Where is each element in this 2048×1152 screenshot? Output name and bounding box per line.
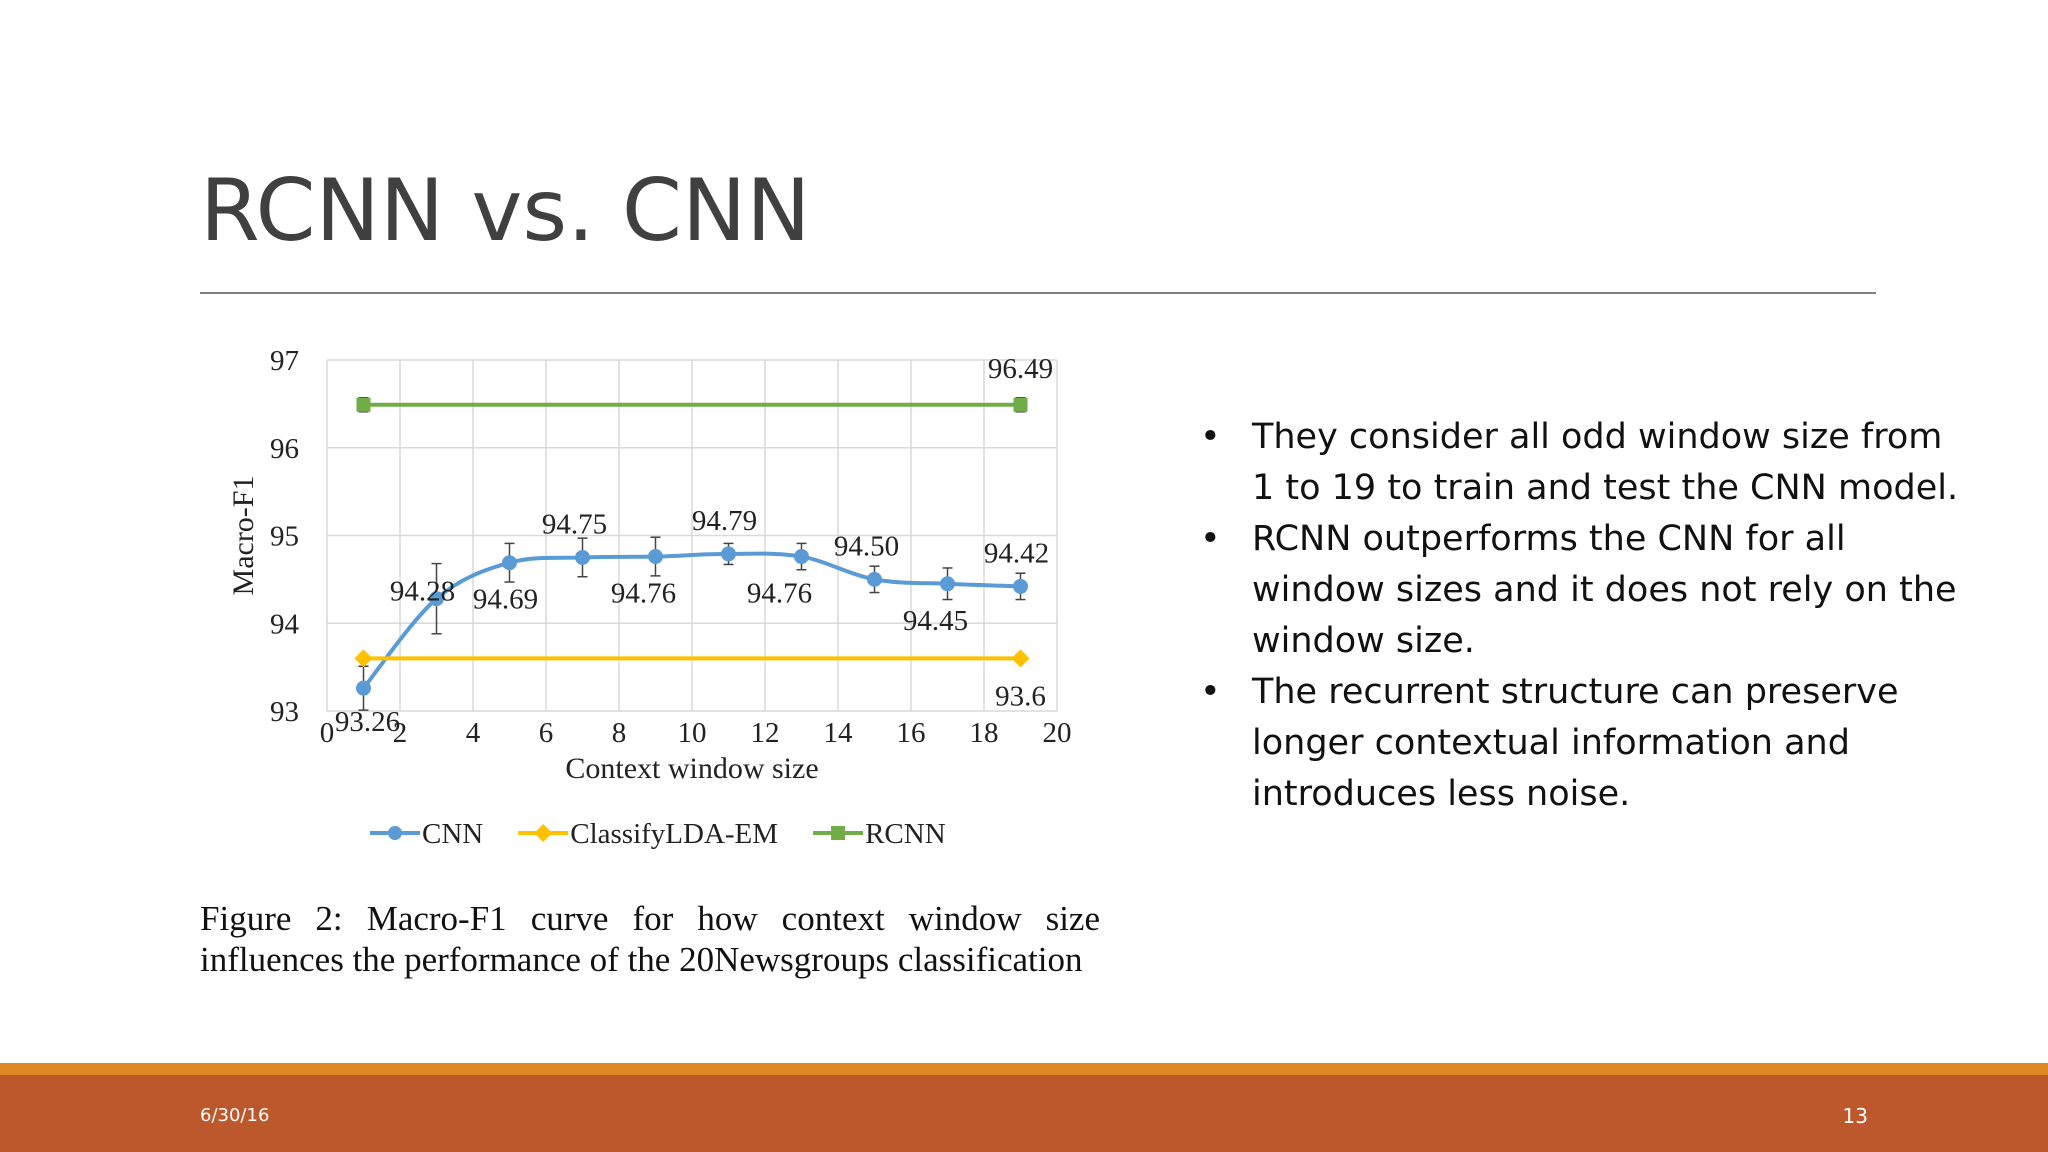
data-point-rcnn xyxy=(1013,397,1028,412)
series-line-cnn xyxy=(361,551,1021,690)
bullet-item: They consider all odd window size from 1… xyxy=(1200,412,1960,514)
x-tick-label: 12 xyxy=(751,717,780,749)
data-label: 94.69 xyxy=(473,584,538,616)
data-label: 94.45 xyxy=(903,605,968,637)
legend-label-cnn: CNN xyxy=(422,818,483,850)
data-point-cnn xyxy=(940,576,955,592)
title-divider xyxy=(200,292,1876,294)
x-tick-label: 16 xyxy=(897,717,926,749)
slide-title: RCNN vs. CNN xyxy=(200,161,811,261)
macro-f1-chart: 0 2 4 6 8 10 12 14 16 18 20 93 94 95 96 97 Context windo… xyxy=(227,345,1072,850)
x-tick-label: 18 xyxy=(970,717,999,749)
x-tick-label: 20 xyxy=(1043,717,1072,749)
y-tick-label: 94 xyxy=(270,608,300,640)
data-point-cnn xyxy=(721,546,736,562)
x-axis-title: Context window size xyxy=(565,752,818,785)
bullet-item: The recurrent structure can preserve lon… xyxy=(1200,667,1960,820)
footer-accent-bar xyxy=(0,1063,2048,1075)
x-tick-label: 6 xyxy=(539,717,554,749)
data-label: 96.49 xyxy=(988,353,1053,385)
footer-bar xyxy=(0,1075,2048,1152)
data-label: 94.50 xyxy=(834,530,899,562)
x-tick-label: 0 xyxy=(320,717,335,749)
data-point-rcnn xyxy=(356,397,371,412)
data-point-cnn xyxy=(1013,578,1028,594)
data-point-cnn xyxy=(429,591,444,607)
legend-marker-rcnn xyxy=(831,826,846,840)
data-label: 93.6 xyxy=(995,680,1046,712)
data-point-cnn xyxy=(867,571,882,587)
data-point-cnn xyxy=(794,549,809,565)
y-tick-label: 97 xyxy=(270,345,299,377)
data-point-cnn xyxy=(356,680,371,696)
slide-date: 6/30/16 xyxy=(200,1105,270,1126)
bullet-list: They consider all odd window size from 1… xyxy=(1200,412,1960,820)
x-tick-label: 14 xyxy=(824,717,854,749)
data-label: 94.79 xyxy=(692,505,757,537)
x-tick-label: 8 xyxy=(612,717,627,749)
y-tick-label: 95 xyxy=(270,521,299,553)
x-tick-label: 4 xyxy=(466,717,481,749)
x-tick-label: 2 xyxy=(393,717,408,749)
x-tick-label: 10 xyxy=(678,717,707,749)
data-point-cnn xyxy=(648,549,663,565)
y-tick-label: 96 xyxy=(270,433,299,465)
data-label: 94.28 xyxy=(390,576,455,608)
bullet-item: RCNN outperforms the CNN for all window … xyxy=(1200,514,1960,667)
data-label: 94.76 xyxy=(611,578,676,610)
slide-number: 13 xyxy=(1842,1104,1868,1128)
legend-marker-cnn xyxy=(388,826,402,840)
data-label: 94.75 xyxy=(542,508,607,540)
figure-caption: Figure 2: Macro-F1 curve for how context… xyxy=(200,899,1100,979)
data-point-classifylda-em xyxy=(1011,649,1030,668)
data-point-classifylda-em xyxy=(354,649,373,668)
data-point-cnn xyxy=(502,555,517,571)
data-label: 94.76 xyxy=(747,578,812,610)
chart-container: 0 2 4 6 8 10 12 14 16 18 20 93 94 95 96 97 Context windo… xyxy=(195,330,1100,1050)
legend-label-classifylda-em: ClassifyLDA-EM xyxy=(570,818,778,850)
y-tick-label: 93 xyxy=(270,696,299,728)
legend-marker-classifylda-em xyxy=(534,824,553,842)
legend-label-rcnn: RCNN xyxy=(865,818,946,850)
data-label: 94.42 xyxy=(984,537,1049,569)
data-label: 93.26 xyxy=(335,706,400,738)
data-point-cnn xyxy=(575,549,590,565)
y-axis-title: Macro-F1 xyxy=(227,476,260,596)
